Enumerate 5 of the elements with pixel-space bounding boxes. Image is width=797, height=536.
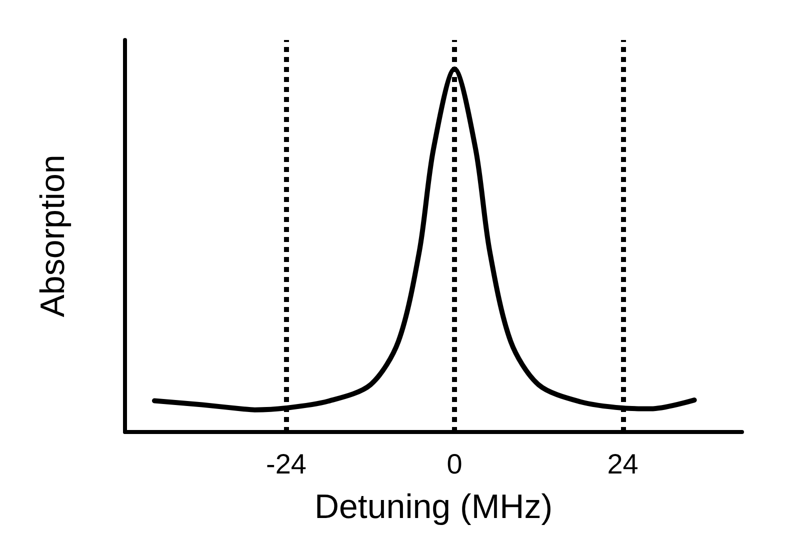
y-axis-title: Absorption bbox=[34, 154, 72, 318]
x-tick-label: 0 bbox=[446, 448, 462, 480]
x-tick-label: -24 bbox=[266, 448, 306, 480]
x-tick-label: 24 bbox=[607, 448, 638, 480]
x-axis-title: Detuning (MHz) bbox=[314, 488, 553, 526]
